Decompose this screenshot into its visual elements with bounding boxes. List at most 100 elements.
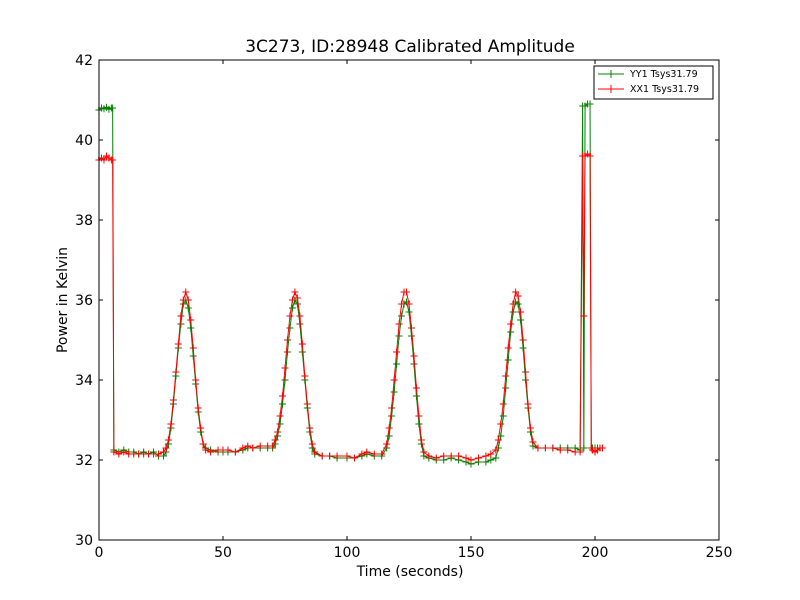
data-point — [333, 452, 341, 460]
x-tick-label: 0 — [95, 545, 104, 561]
data-point — [239, 444, 247, 452]
data-point — [507, 320, 515, 328]
data-point — [303, 400, 311, 408]
data-point — [393, 348, 401, 356]
x-axis-title: Time (seconds) — [356, 564, 464, 580]
data-point — [455, 452, 463, 460]
data-point — [420, 448, 428, 456]
data-point — [534, 444, 542, 452]
data-point — [405, 308, 413, 316]
data-point — [415, 420, 423, 428]
data-point — [541, 444, 549, 452]
data-point — [415, 412, 423, 420]
data-point — [390, 376, 398, 384]
data-point — [517, 308, 525, 316]
data-point — [462, 454, 470, 462]
data-point — [224, 446, 232, 454]
legend-box — [593, 65, 714, 100]
data-point — [385, 424, 393, 432]
data-point — [326, 452, 334, 460]
data-point — [383, 440, 391, 448]
data-point — [155, 450, 163, 458]
data-point — [524, 400, 532, 408]
data-point — [512, 288, 520, 296]
data-point — [162, 444, 170, 452]
data-point — [407, 324, 415, 332]
y-tick-label: 42 — [75, 53, 93, 69]
data-point — [519, 336, 527, 344]
data-point — [509, 308, 517, 316]
x-tick-label: 200 — [582, 545, 609, 561]
data-point — [164, 436, 172, 444]
data-point — [301, 372, 309, 380]
data-point — [109, 104, 117, 112]
x-axis: 0 50 100 150 200 250 — [95, 60, 732, 561]
data-point — [586, 152, 594, 160]
data-point — [306, 424, 314, 432]
data-point — [412, 384, 420, 392]
data-point — [576, 448, 584, 456]
data-point — [293, 294, 301, 302]
x-tick-label: 100 — [334, 545, 361, 561]
data-point — [159, 448, 167, 456]
data-point — [291, 288, 299, 296]
data-point — [395, 320, 403, 328]
data-point — [395, 332, 403, 340]
data-point — [311, 448, 319, 456]
data-point — [474, 454, 482, 462]
data-point — [169, 396, 177, 404]
data-point — [378, 450, 386, 458]
data-point — [296, 312, 304, 320]
y-tick-label: 30 — [75, 533, 93, 549]
data-point — [502, 384, 510, 392]
y-tick-label: 38 — [75, 213, 93, 229]
data-point — [564, 446, 572, 454]
data-point — [556, 446, 564, 454]
data-point — [504, 356, 512, 364]
data-point — [274, 428, 282, 436]
data-point — [358, 450, 366, 458]
data-point — [115, 450, 123, 458]
series-layer — [95, 100, 606, 468]
y-tick-label: 32 — [75, 453, 93, 469]
data-point — [281, 364, 289, 372]
y-tick-label: 36 — [75, 293, 93, 309]
data-point — [398, 312, 406, 320]
data-point — [288, 304, 296, 312]
series-xx1 — [95, 150, 606, 464]
data-point — [529, 438, 537, 446]
data-point — [244, 442, 252, 450]
data-point — [549, 444, 557, 452]
data-point — [499, 400, 507, 408]
data-point — [192, 376, 200, 384]
data-point — [197, 424, 205, 432]
data-point — [432, 454, 440, 462]
data-point — [514, 292, 522, 300]
data-point — [487, 450, 495, 458]
data-point — [231, 448, 239, 456]
data-point — [447, 452, 455, 460]
legend-label-xx1: XX1 Tsys31.79 — [630, 84, 699, 95]
data-point — [276, 420, 284, 428]
x-tick-label: 50 — [214, 545, 232, 561]
y-axis-title: Power in Kelvin — [55, 247, 71, 353]
data-point — [425, 452, 433, 460]
data-point — [271, 436, 279, 444]
data-point — [286, 312, 294, 320]
series-line — [98, 153, 603, 461]
data-point — [189, 344, 197, 352]
data-point — [100, 156, 108, 164]
data-point — [487, 456, 495, 464]
data-point — [390, 388, 398, 396]
data-point — [172, 368, 180, 376]
data-point — [249, 444, 257, 452]
data-point — [177, 312, 185, 320]
data-point — [482, 458, 490, 466]
data-point — [403, 288, 411, 296]
data-point — [580, 444, 588, 452]
data-point — [256, 442, 264, 450]
data-point — [184, 296, 192, 304]
data-point — [494, 436, 502, 444]
data-point — [509, 300, 517, 308]
